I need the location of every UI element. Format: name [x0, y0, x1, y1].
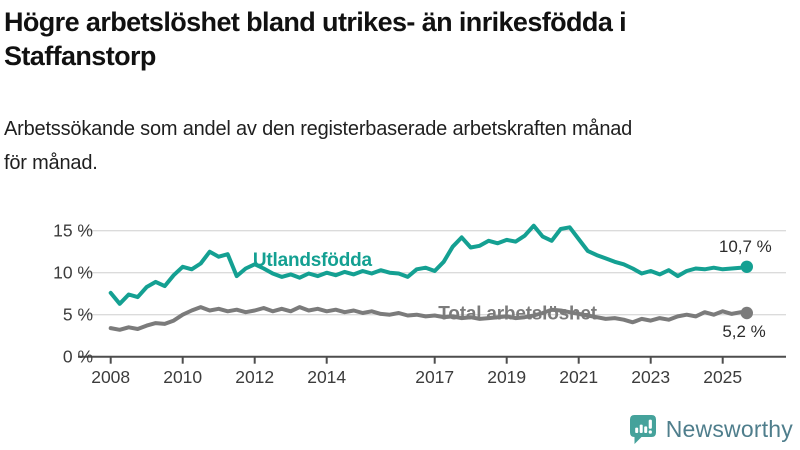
x-tick-label: 2019	[487, 367, 526, 387]
unemployment-line-chart: 2008 2010 2012 2014 2017 2019 2021 2023 2025 0 % 5…	[53, 221, 786, 387]
x-tick-label: 2008	[91, 367, 130, 387]
series-end-value-1: 5,2 %	[722, 322, 765, 341]
y-tick-label: 5 %	[63, 305, 93, 325]
newsworthy-logo-icon	[629, 414, 656, 444]
brand-name: Newsworthy	[665, 415, 793, 442]
y-tick-label: 10 %	[53, 263, 93, 283]
series-end-value-0: 10,7 %	[719, 237, 772, 256]
series-end-dot-0	[740, 260, 753, 273]
title-line-1: Högre arbetslöshet bland utrikes- än inr…	[4, 7, 627, 37]
series-label-0: Utlandsfödda	[253, 250, 373, 271]
x-tick-label: 2025	[703, 367, 742, 387]
newsworthy-brand: Newsworthy	[629, 412, 793, 446]
series-label-1: Total arbetslöshet	[438, 304, 598, 325]
x-tick-label: 2017	[415, 367, 454, 387]
subtitle-line-2: för månad.	[4, 152, 98, 174]
y-tick-label: 15 %	[53, 221, 93, 241]
y-tick-label: 0 %	[63, 347, 93, 367]
series-line-0	[108, 223, 749, 306]
title-line-2: Staffanstorp	[4, 41, 156, 71]
x-tick-label: 2021	[559, 367, 598, 387]
x-tick-label: 2023	[631, 367, 670, 387]
x-tick-label: 2012	[235, 367, 274, 387]
series-line-1	[108, 305, 749, 332]
page-title: Högre arbetslöshet bland utrikes- än inr…	[4, 5, 796, 73]
series-end-dot-1	[740, 306, 753, 320]
x-tick-label: 2010	[163, 367, 202, 387]
subtitle-line-1: Arbetssökande som andel av den registerb…	[4, 118, 633, 140]
x-tick-label: 2014	[307, 367, 346, 387]
chart-subtitle: Arbetssökande som andel av den registerb…	[4, 112, 796, 180]
